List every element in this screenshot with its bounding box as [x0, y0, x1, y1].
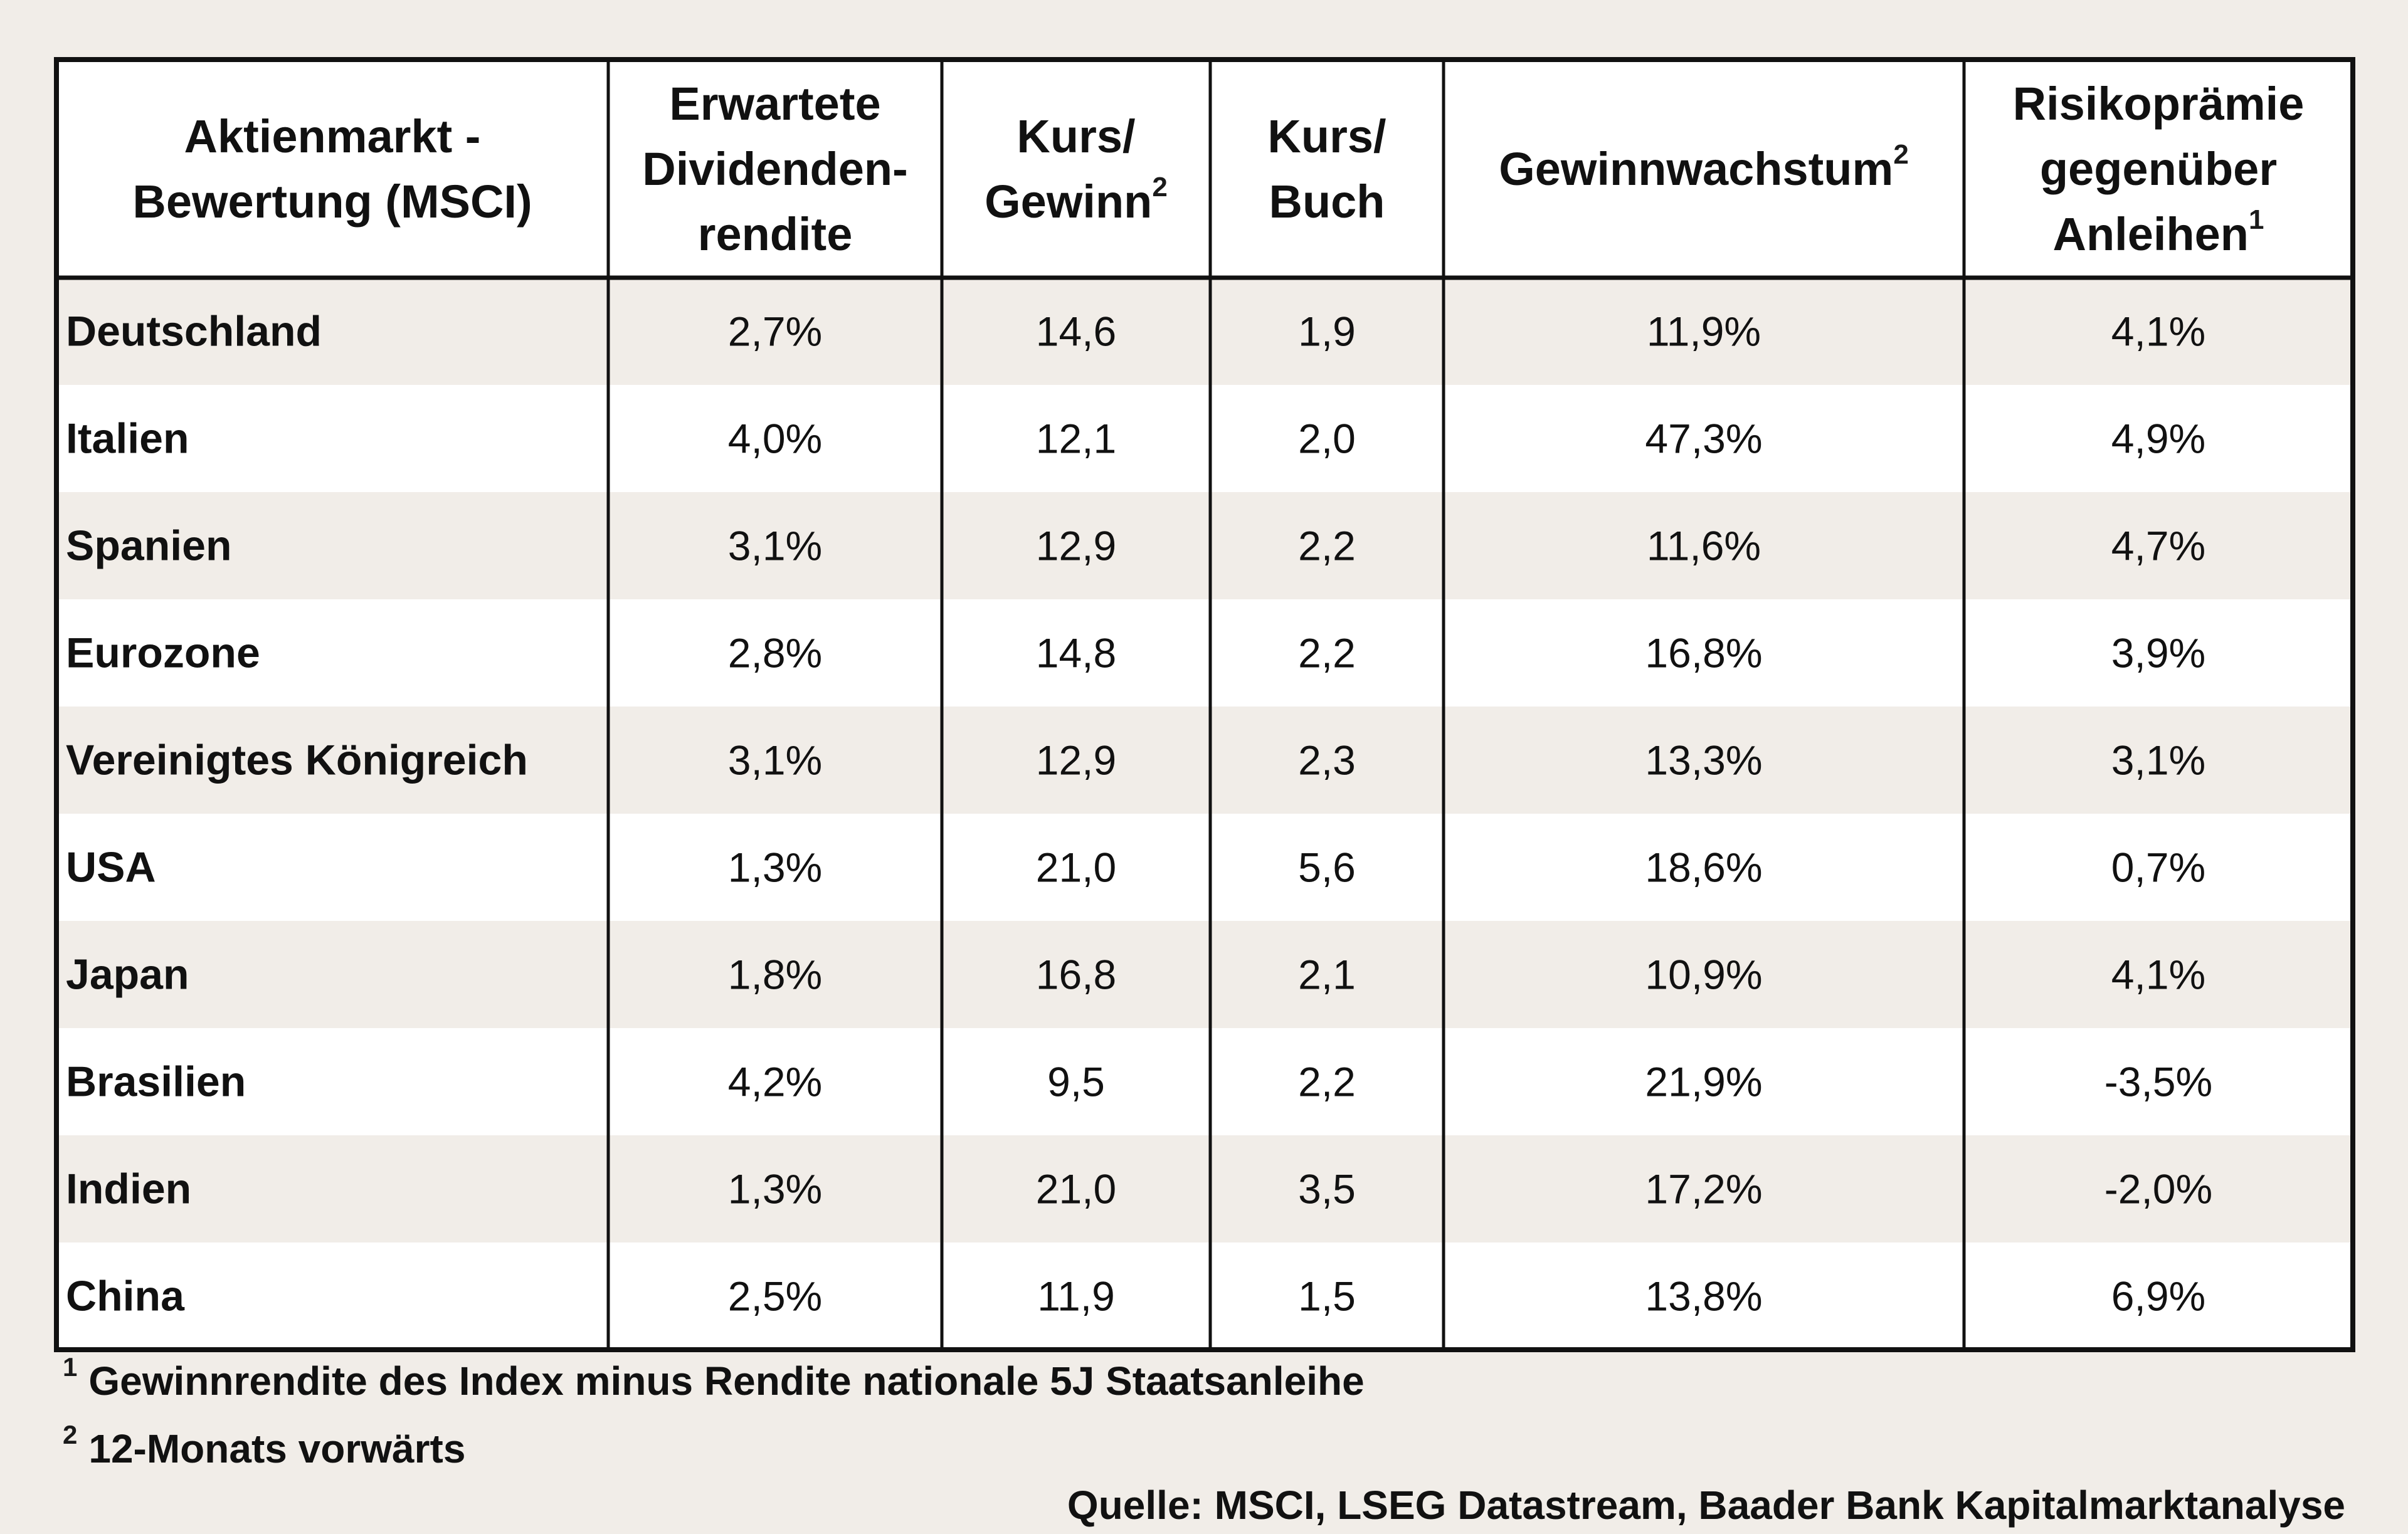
- table-cell: 13,8%: [1645, 1273, 1762, 1320]
- row-background: [56, 1242, 2353, 1350]
- table-cell: 11,6%: [1647, 523, 1761, 569]
- table-cell: 11,9: [1037, 1273, 1115, 1320]
- footnote-1: 1 Gewinnrendite des Index minus Rendite n…: [63, 1352, 1365, 1404]
- footnote-text: 12-Monats vorwärts: [88, 1426, 465, 1471]
- table-cell: 12,9: [1036, 523, 1116, 569]
- header-footnote-marker: 2: [1893, 139, 1908, 170]
- row-label: Deutschland: [66, 308, 322, 355]
- header-footnote-marker: 2: [1152, 172, 1167, 202]
- column-header-2: Erwartete: [669, 78, 880, 130]
- footnote-2: 2 12-Monats vorwärts: [63, 1420, 465, 1471]
- table-cell: 4,1%: [2111, 308, 2205, 355]
- table-cell: 4,0%: [728, 416, 822, 462]
- row-label: USA: [66, 844, 156, 891]
- table-cell: 3,1%: [728, 523, 822, 569]
- table-cell: 1,3%: [728, 844, 822, 891]
- table-cell: 2,2: [1298, 523, 1356, 569]
- table-cell: 2,0: [1298, 416, 1356, 462]
- table-cell: 0,7%: [2111, 844, 2205, 891]
- table-cell: 2,8%: [728, 630, 822, 676]
- column-header-6: gegenüber: [2040, 143, 2277, 195]
- row-label: Spanien: [66, 522, 232, 570]
- table-cell: 2,3: [1298, 737, 1356, 784]
- table-cell: 2,2: [1298, 630, 1356, 676]
- table-cell: 1,3%: [728, 1166, 822, 1212]
- table-cell: 5,6: [1298, 844, 1356, 891]
- row-label: Japan: [66, 951, 189, 999]
- footnote-marker: 1: [63, 1352, 77, 1382]
- column-header-1: Bewertung (MSCI): [132, 176, 532, 228]
- table-cell: 1,9: [1298, 308, 1356, 355]
- table-cell: 10,9%: [1645, 952, 1762, 998]
- table-cell: 4,1%: [2111, 952, 2205, 998]
- row-label: Italien: [66, 415, 189, 463]
- footnote-text: Gewinnrendite des Index minus Rendite na…: [88, 1358, 1364, 1404]
- table-cell: 12,1: [1036, 416, 1116, 462]
- table-cell: 21,0: [1036, 844, 1116, 891]
- row-background: [56, 921, 2353, 1028]
- row-background: [56, 492, 2353, 599]
- table-cell: 16,8: [1036, 952, 1116, 998]
- table-cell: 17,2%: [1645, 1166, 1762, 1212]
- table-cell: 12,9: [1036, 737, 1116, 784]
- table-cell: 2,7%: [728, 308, 822, 355]
- table-cell: 47,3%: [1645, 416, 1762, 462]
- valuation-table: Aktienmarkt - Bewertung (MSCI) Erwartete Di…: [54, 57, 2355, 1352]
- table-cell: 4,9%: [2111, 416, 2205, 462]
- table-cell: 1,8%: [728, 952, 822, 998]
- table-cell: 9,5: [1047, 1059, 1105, 1105]
- table-footer: 1 Gewinnrendite des Index minus Rendite n…: [63, 1352, 2345, 1528]
- row-background: [56, 814, 2353, 921]
- row-label: Eurozone: [66, 629, 260, 677]
- table-cell: 4,2%: [728, 1059, 822, 1105]
- table-cell: 14,6: [1036, 308, 1116, 355]
- table-cell: 3,5: [1298, 1166, 1356, 1212]
- table-cell: 11,9%: [1647, 308, 1761, 355]
- column-header-3: Kurs/: [1017, 110, 1135, 162]
- table-cell: 14,8: [1036, 630, 1116, 676]
- row-background: [56, 707, 2353, 814]
- table-cell: 13,3%: [1645, 737, 1762, 784]
- column-header-4: Buch: [1269, 176, 1385, 228]
- header-footnote-marker: 1: [2249, 204, 2264, 235]
- table-cell: 16,8%: [1645, 630, 1762, 676]
- column-header-6: Risikoprämie: [2013, 78, 2305, 130]
- table-cell: 4,7%: [2111, 523, 2205, 569]
- table-cell: 18,6%: [1645, 844, 1762, 891]
- row-label: Brasilien: [66, 1058, 246, 1106]
- column-header-2: rendite: [698, 208, 853, 260]
- table-cell: 6,9%: [2111, 1273, 2205, 1320]
- footnote-marker: 2: [63, 1420, 77, 1449]
- column-header-5: Gewinnwachstum2: [1499, 139, 1909, 195]
- column-header-1: Aktienmarkt -: [184, 110, 481, 162]
- table-cell: 2,5%: [728, 1273, 822, 1320]
- table-cell: 1,5: [1298, 1273, 1356, 1320]
- row-label: Vereinigtes Königreich: [66, 737, 528, 784]
- column-header-2: Dividenden-: [642, 143, 907, 195]
- table-cell: 2,1: [1298, 952, 1356, 998]
- table-cell: -2,0%: [2104, 1166, 2212, 1212]
- table-cell: -3,5%: [2104, 1059, 2212, 1105]
- column-header-4: Kurs/: [1267, 110, 1386, 162]
- row-label: China: [66, 1273, 185, 1320]
- row-background: [56, 1028, 2353, 1135]
- column-header-3: Gewinn2: [985, 172, 1168, 228]
- row-background: [56, 599, 2353, 707]
- source-note: Quelle: MSCI, LSEG Datastream, Baader Ba…: [1067, 1483, 2345, 1528]
- table-cell: 21,0: [1036, 1166, 1116, 1212]
- row-background: [56, 1135, 2353, 1242]
- table-cell: 2,2: [1298, 1059, 1356, 1105]
- row-background: [56, 385, 2353, 492]
- table-cell: 3,1%: [728, 737, 822, 784]
- row-background: [56, 278, 2353, 385]
- table-cell: 3,9%: [2111, 630, 2205, 676]
- row-label: Indien: [66, 1165, 191, 1213]
- column-header-6: Anleihen1: [2053, 204, 2264, 260]
- header-background: [56, 60, 2353, 278]
- table-cell: 21,9%: [1645, 1059, 1762, 1105]
- table-cell: 3,1%: [2111, 737, 2205, 784]
